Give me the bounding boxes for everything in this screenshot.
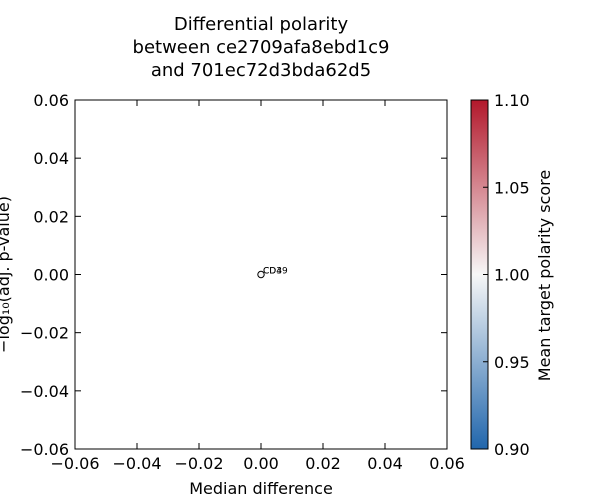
y-tick-label: −0.04 — [20, 382, 69, 401]
x-tick-label: 0.04 — [367, 454, 403, 473]
x-tick-label: −0.02 — [174, 454, 223, 473]
colorbar-tick-label: 1.10 — [494, 91, 530, 110]
y-tick-label: 0.02 — [33, 207, 69, 226]
colorbar: 0.90 0.95 1.00 1.05 1.10 Mean target polarity… — [470, 91, 554, 459]
y-tick-label: −0.06 — [20, 440, 69, 459]
colorbar-tick-label: 0.95 — [494, 353, 530, 372]
chart-title-line-2: between ce2709afa8ebd1c9 — [132, 37, 390, 58]
colorbar-tick-label: 1.00 — [494, 266, 530, 285]
colorbar-label: Mean target polarity score — [535, 170, 554, 381]
colorbar-tick-label: 0.90 — [494, 440, 530, 459]
x-tick-label: 0.06 — [429, 454, 465, 473]
y-tick-label: 0.06 — [33, 91, 69, 110]
x-tick-label: 0.02 — [305, 454, 341, 473]
y-tick-label: −0.02 — [20, 324, 69, 343]
plot-axes: −0.06 −0.04 −0.02 0.00 0.02 0.04 0.06 −0.06 −0.0… — [0, 91, 465, 498]
y-tick-label: 0.00 — [33, 266, 69, 285]
chart-title-line-1: Differential polarity — [173, 14, 349, 35]
point-label: CD39 — [263, 267, 288, 277]
point-label: CD4 — [263, 267, 282, 277]
y-tick-label: 0.04 — [33, 149, 69, 168]
x-axis-label: Median difference — [189, 479, 333, 498]
x-tick-label: −0.04 — [112, 454, 161, 473]
chart-title-line-3: and 701ec72d3bda62d5 — [150, 60, 372, 81]
data-point — [257, 270, 265, 279]
y-axis-label: −log₁₀(adj. p-value) — [0, 196, 13, 353]
colorbar-tick-label: 1.05 — [494, 178, 530, 197]
x-tick-label: −0.06 — [50, 454, 99, 473]
x-tick-label: 0.00 — [243, 454, 279, 473]
